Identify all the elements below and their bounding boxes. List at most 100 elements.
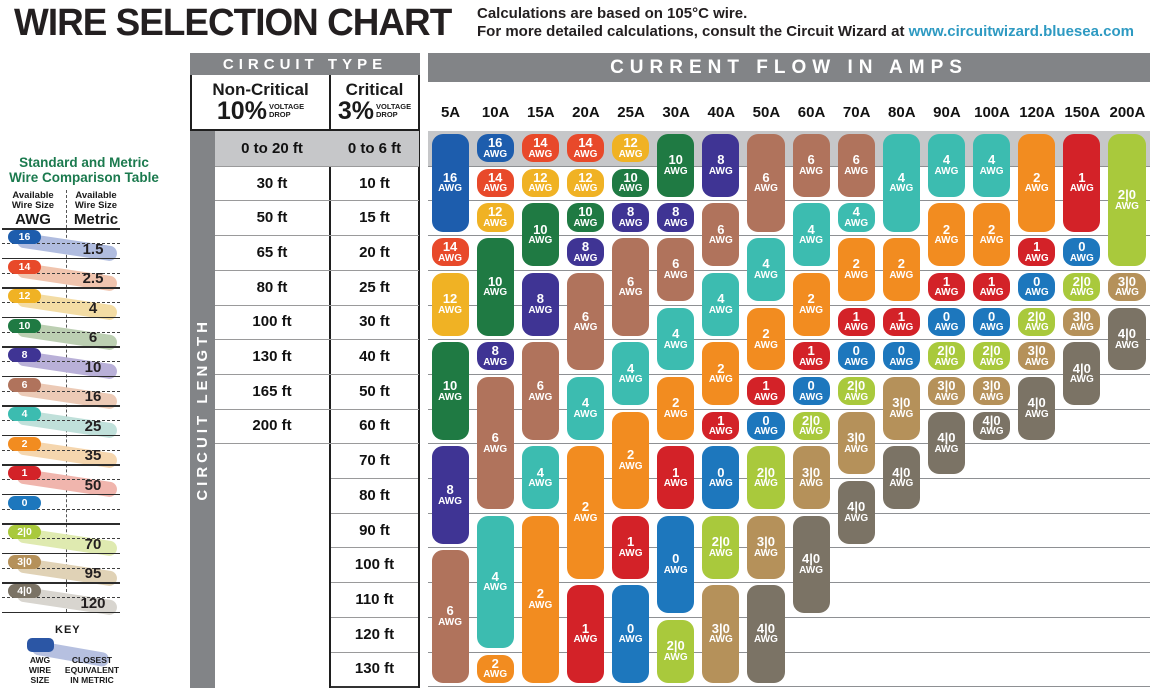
wire-pill: 2|0 AWG [702,515,740,579]
circuit-length-label: CIRCUIT LENGTH [194,318,211,501]
length-cell-non-critical: 80 ft [256,278,288,296]
length-cell-non-critical: 100 ft [252,313,292,331]
pill-gauge-value: 1 [581,620,590,636]
gridline [428,686,1150,688]
wire-pill: 4 AWG [927,134,965,197]
gridline [331,616,418,618]
wire-pill: 0 AWG [657,515,695,614]
wire-pill: 6 AWG [566,272,604,371]
amp-column-label: 100A [974,104,1010,121]
length-cell-critical: 70 ft [359,452,390,470]
pill-gauge-unit: AWG [483,443,508,455]
gridline [215,235,419,237]
pill-gauge-value: 2 [807,291,815,307]
critical-voltage-drop: 3% VOLTAGE DROP [337,97,412,125]
critical-percent: 3% [337,97,374,125]
pill-gauge-unit: AWG [934,235,959,247]
gridline [215,373,419,375]
wire-pill: 4|0 AWG [1063,342,1101,406]
sidebar-metric-value: 25 [84,417,102,435]
pill-gauge-unit: AWG [708,374,733,386]
pill-gauge-value: 3|0 [847,429,866,445]
comparison-dashed-line [2,361,120,362]
pill-gauge-value: 4 [942,152,951,168]
pill-gauge-value: 1 [1078,169,1086,185]
amp-column-label: 30A [662,104,690,121]
circuit-wizard-link[interactable]: www.circuitwizard.bluesea.com [908,23,1134,40]
pill-gauge-unit: AWG [663,651,688,663]
pill-gauge-value: 1 [762,377,770,393]
pill-gauge-value: 6 [807,152,815,168]
wire-pill: 12 AWG [476,203,514,232]
sidebar-awg-pill: 1 [8,466,41,480]
voltage-label: VOLTAGE [376,102,412,111]
length-cell-critical: 10 ft [359,174,390,192]
sidebar-awg-pill: 16 [8,230,41,244]
drop-label: DROP [376,110,398,119]
wire-pill: 3|0 AWG [882,376,920,440]
wire-pill: 0 AWG [702,446,740,510]
wire-pill: 8 AWG [476,342,514,371]
pill-gauge-unit: AWG [573,252,598,264]
length-cell-non-critical: 65 ft [256,243,288,261]
sidebar-metric-value: 70 [84,535,102,553]
pill-gauge-value: 2|0 [982,343,1001,359]
comparison-row-line [2,405,120,407]
pill-gauge-value: 16 [442,169,458,185]
pill-gauge-unit: AWG [663,565,688,577]
pill-gauge-value: 3|0 [711,620,730,636]
awg-unit-label: AWG [15,211,51,228]
pill-gauge-unit: AWG [753,634,778,646]
wire-pill: 6 AWG [431,550,469,683]
pill-gauge-unit: AWG [618,287,643,299]
comparison-row-line [2,493,120,495]
wire-pill: 3|0 AWG [1108,272,1146,301]
pill-gauge-value: 12 [533,169,548,185]
pill-gauge-value: 4|0 [892,464,911,480]
divider [190,75,192,129]
wire-pill: 3|0 AWG [973,376,1011,406]
pill-gauge-unit: AWG [438,391,462,403]
pill-gauge-unit: AWG [1024,356,1049,368]
pill-gauge-value: 12 [578,169,593,185]
pill-gauge-unit: AWG [438,304,462,316]
wire-pill: 0 AWG [747,411,785,440]
wire-pill: 2|0 AWG [837,376,875,406]
wire-pill: 6 AWG [476,376,514,510]
pill-gauge-unit: AWG [753,339,778,351]
wire-size-label: Wire Size [11,200,55,211]
pill-gauge-value: 10 [623,169,638,185]
wire-pill: 2|0 AWG [973,342,1011,371]
pill-gauge-unit: AWG [483,287,508,299]
length-cell-critical: 20 ft [359,243,390,261]
sidebar-metric-value: 120 [80,594,106,612]
wire-pill: 2|0 AWG [1063,272,1101,301]
subtitle-line1: Calculations are based on 105°C wire. [477,5,748,22]
pill-gauge-unit: AWG [483,356,508,368]
wire-pill: 1 AWG [747,376,785,406]
sidebar-awg-pill: 8 [8,348,41,362]
wire-pill: 0 AWG [927,307,965,336]
pill-gauge-unit: AWG [573,148,598,160]
page-title: WIRE SELECTION CHART [14,2,452,44]
wire-pill: 4 AWG [792,203,830,267]
wire-pill: 6 AWG [792,134,830,197]
divider [331,686,418,688]
pill-gauge-value: 1 [852,308,860,324]
pill-gauge-unit: AWG [799,304,823,316]
amp-column-label: 120A [1019,104,1056,121]
wire-pill: 1 AWG [882,307,920,336]
sidebar-metric-value: 95 [84,565,102,582]
pill-gauge-unit: AWG [934,287,959,299]
pill-gauge-unit: AWG [1024,322,1049,334]
comparison-row-line [2,611,120,613]
pill-gauge-value: 3|0 [1027,343,1046,359]
wire-pill: 12 AWG [521,168,559,197]
gridline [428,269,1150,271]
comparison-title-line2: Wire Comparison Table [9,170,159,185]
subtitle: Calculations are based on 105°C wire. Fo… [477,5,1134,41]
pill-gauge-unit: AWG [753,547,778,559]
pill-gauge-value: 2 [987,221,996,237]
wire-pill: 2 AWG [521,515,559,683]
pill-gauge-value: 4 [762,256,770,272]
